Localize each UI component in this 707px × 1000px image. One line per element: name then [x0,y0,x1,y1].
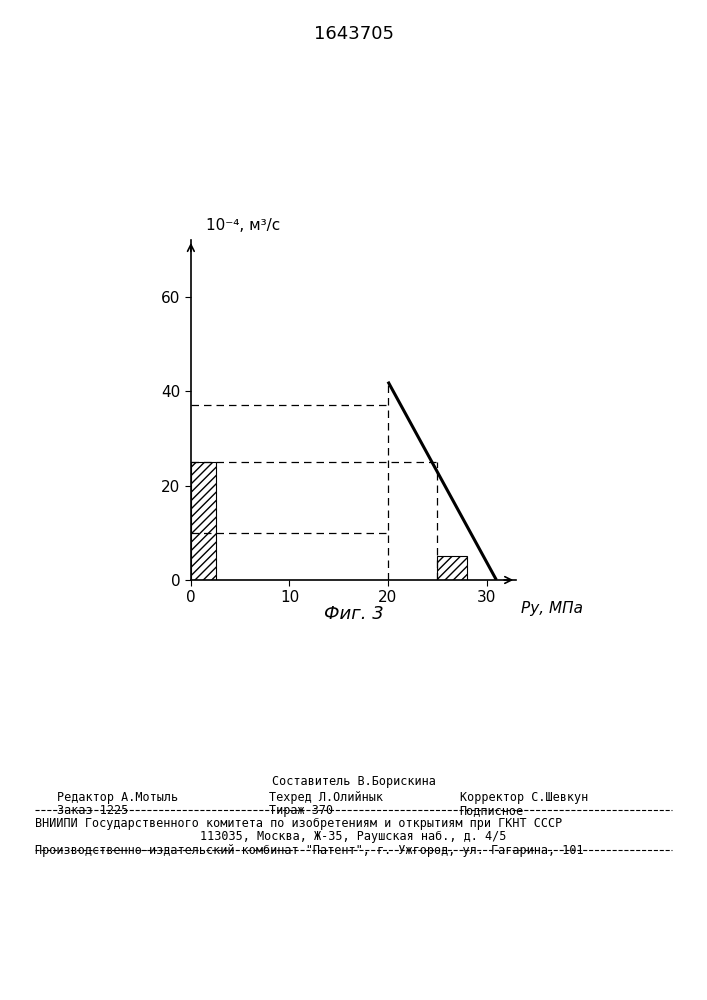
Text: Редактор А.Мотыль: Редактор А.Мотыль [57,791,177,804]
Text: 113035, Москва, Ж-35, Раушская наб., д. 4/5: 113035, Москва, Ж-35, Раушская наб., д. … [200,830,507,843]
Text: Производственно-издательский комбинат "Патент", г. Ужгород, ул. Гагарина, 101: Производственно-издательский комбинат "П… [35,844,584,857]
Text: Тираж 370: Тираж 370 [269,804,333,817]
Text: Корректор С.Шевкун: Корректор С.Шевкун [460,791,588,804]
Text: Заказ 1225: Заказ 1225 [57,804,128,817]
Text: Подписное: Подписное [460,804,524,817]
Text: Ру, МПа: Ру, МПа [521,601,583,616]
Bar [437,556,467,580]
Text: 10⁻⁴, м³/с: 10⁻⁴, м³/с [206,218,280,233]
Bar [191,462,216,580]
Text: Составитель В.Борискина: Составитель В.Борискина [271,775,436,788]
Text: Фиг. 3: Фиг. 3 [324,605,383,623]
Text: 1643705: 1643705 [313,25,394,43]
Text: Техред Л.Олийнык: Техред Л.Олийнык [269,791,382,804]
Text: ВНИИПИ Государственного комитета по изобретениям и открытиям при ГКНТ СССР: ВНИИПИ Государственного комитета по изоб… [35,817,563,830]
